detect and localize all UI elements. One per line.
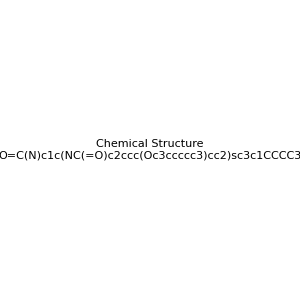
Text: Chemical Structure
O=C(N)c1c(NC(=O)c2ccc(Oc3ccccc3)cc2)sc3c1CCCC3: Chemical Structure O=C(N)c1c(NC(=O)c2ccc…: [0, 139, 300, 161]
